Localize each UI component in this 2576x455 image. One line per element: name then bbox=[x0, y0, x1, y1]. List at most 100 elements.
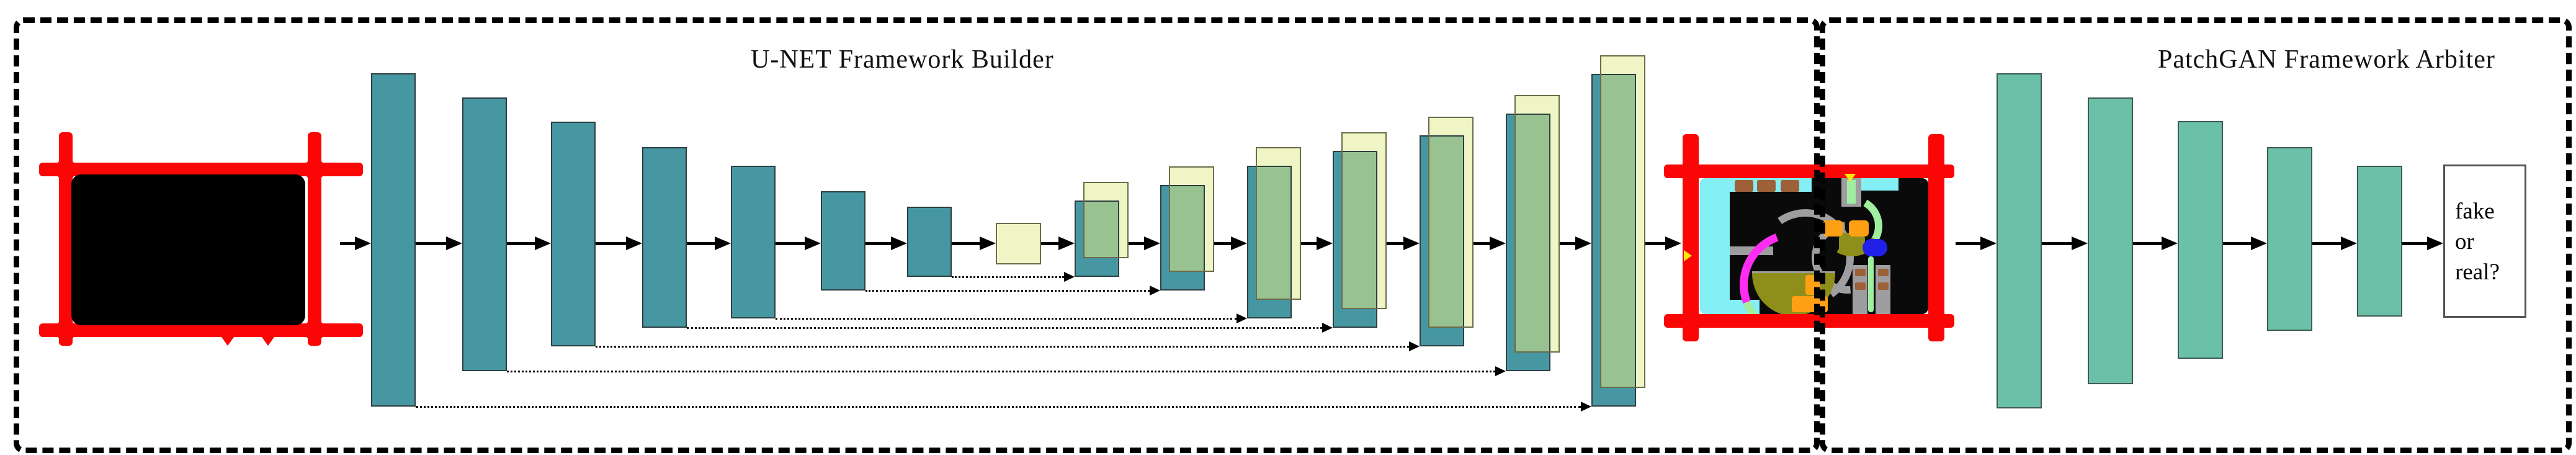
flow-arrow-head bbox=[1575, 237, 1591, 250]
input-image-frame-hbar bbox=[39, 323, 363, 337]
map-feature-brown bbox=[1757, 180, 1776, 192]
encoder-conv-bar bbox=[371, 73, 416, 407]
flow-arrow-head bbox=[1144, 237, 1160, 250]
map-marker-down bbox=[1845, 174, 1856, 182]
flow-arrow-head bbox=[1490, 237, 1506, 250]
verdict-line-or: or bbox=[2455, 229, 2474, 255]
flow-arrow-line bbox=[1387, 241, 1403, 245]
decoder-overlap-region bbox=[1428, 135, 1464, 328]
skip-connection-arrowhead bbox=[1495, 366, 1506, 376]
input-image-frame-vbar bbox=[308, 132, 321, 346]
encoder-conv-bar bbox=[551, 122, 596, 346]
decoder-upsample-side bbox=[1636, 74, 1645, 388]
input-image-black bbox=[71, 174, 305, 325]
map-feature-brown bbox=[1855, 282, 1866, 290]
flow-arrow-line bbox=[2312, 241, 2341, 245]
map-building-cluster bbox=[1885, 233, 1925, 313]
decoder-upsample-side bbox=[1292, 166, 1301, 300]
decoder-upsample-outline bbox=[1083, 182, 1129, 258]
map-terrain-patch bbox=[1700, 300, 1760, 314]
flow-arrow-line bbox=[340, 241, 355, 245]
input-image-frame-vbar bbox=[59, 132, 73, 346]
generated-map-frame-hbar bbox=[1664, 164, 1954, 178]
decoder-overlap-region bbox=[1514, 114, 1550, 353]
encoder-conv-bar bbox=[462, 97, 507, 371]
skip-connection-line bbox=[507, 371, 1495, 372]
flow-arrow-head bbox=[715, 237, 731, 250]
verdict-line-fake: fake bbox=[2455, 199, 2495, 224]
decoder-upsample-top bbox=[1514, 95, 1560, 114]
decoder-conv-outline bbox=[1075, 200, 1119, 277]
flow-arrow-head bbox=[805, 237, 821, 250]
decoder-upsample-outline bbox=[1514, 95, 1560, 353]
map-feature-blue bbox=[1863, 239, 1887, 256]
flow-arrow-line bbox=[596, 241, 626, 245]
flow-arrow-line bbox=[865, 241, 891, 245]
decoder-conv-outline bbox=[1247, 166, 1292, 318]
flow-arrow-head bbox=[2251, 237, 2267, 250]
decoder-upsample-side bbox=[1550, 114, 1560, 353]
map-feature-orange bbox=[1792, 296, 1828, 312]
decoder-upsample-side bbox=[1119, 200, 1129, 258]
flow-arrow-head bbox=[2341, 237, 2357, 250]
input-frame-tick bbox=[262, 337, 274, 346]
skip-connection-line bbox=[687, 327, 1322, 329]
flow-arrow-line bbox=[2042, 241, 2072, 245]
discriminator-title: PatchGAN Framework Arbiter bbox=[2158, 45, 2495, 74]
map-feature-orange bbox=[1805, 275, 1820, 295]
decoder-overlap-region bbox=[1341, 151, 1377, 309]
flow-arrow-line bbox=[2402, 241, 2427, 245]
flow-arrow-head bbox=[2162, 237, 2178, 250]
decoder-upsample-top bbox=[1600, 55, 1645, 74]
map-terrain-patch bbox=[1860, 178, 1898, 191]
flow-arrow-line bbox=[507, 241, 535, 245]
flow-arrow-head bbox=[1665, 237, 1681, 250]
flow-arrow-line bbox=[952, 241, 980, 245]
decoder-upsample-top bbox=[1428, 117, 1474, 135]
map-feature-orange bbox=[1849, 220, 1869, 237]
map-feature-brown bbox=[1781, 180, 1799, 192]
decoder-overlap-region bbox=[1600, 74, 1636, 388]
flow-arrow-head bbox=[626, 237, 642, 250]
flow-arrow-head bbox=[355, 237, 371, 250]
map-feature-orange bbox=[1823, 220, 1843, 237]
decoder-overlap-region bbox=[1169, 185, 1205, 272]
generated-map-image bbox=[1700, 178, 1928, 314]
flow-arrow-head bbox=[2072, 237, 2088, 250]
skip-connection-line bbox=[865, 290, 1150, 292]
flow-arrow-head bbox=[1403, 237, 1420, 250]
verdict-box: fake or real? bbox=[2443, 164, 2526, 318]
decoder-overlap-region bbox=[1256, 166, 1292, 300]
decoder-upsample-outline bbox=[1600, 55, 1645, 388]
flow-arrow-line bbox=[1214, 241, 1231, 245]
flow-arrow-line bbox=[1560, 241, 1575, 245]
flow-arrow-head bbox=[1317, 237, 1333, 250]
encoder-conv-bar bbox=[907, 207, 952, 277]
map-feature-brown bbox=[1878, 282, 1889, 290]
map-terrain-patch bbox=[1730, 246, 1773, 255]
discriminator-conv-bar bbox=[1997, 73, 2042, 408]
map-terrain-patch bbox=[1868, 256, 1874, 312]
encoder-conv-bar bbox=[821, 191, 865, 291]
decoder-upsample-outline bbox=[1256, 147, 1301, 300]
flow-arrow-line bbox=[1041, 241, 1058, 245]
decoder-upsample-outline bbox=[1341, 132, 1387, 309]
skip-connection-arrowhead bbox=[1581, 402, 1591, 412]
discriminator-conv-bar bbox=[2088, 97, 2133, 384]
decoder-conv-outline bbox=[1420, 135, 1464, 346]
skip-connection-arrowhead bbox=[1064, 272, 1075, 282]
flow-arrow-head bbox=[1980, 237, 1997, 250]
encoder-conv-bar bbox=[642, 147, 687, 328]
skip-connection-line bbox=[952, 276, 1064, 278]
decoder-upsample-outline bbox=[1169, 166, 1214, 272]
map-building-cluster bbox=[1860, 192, 1926, 229]
bottleneck-bar bbox=[996, 223, 1041, 264]
decoder-overlap-region bbox=[1083, 200, 1119, 258]
decoder-conv-outline bbox=[1160, 185, 1205, 291]
discriminator-conv-bar bbox=[2178, 121, 2223, 359]
flow-arrow-line bbox=[1301, 241, 1317, 245]
decoder-conv-outline bbox=[1506, 114, 1550, 371]
